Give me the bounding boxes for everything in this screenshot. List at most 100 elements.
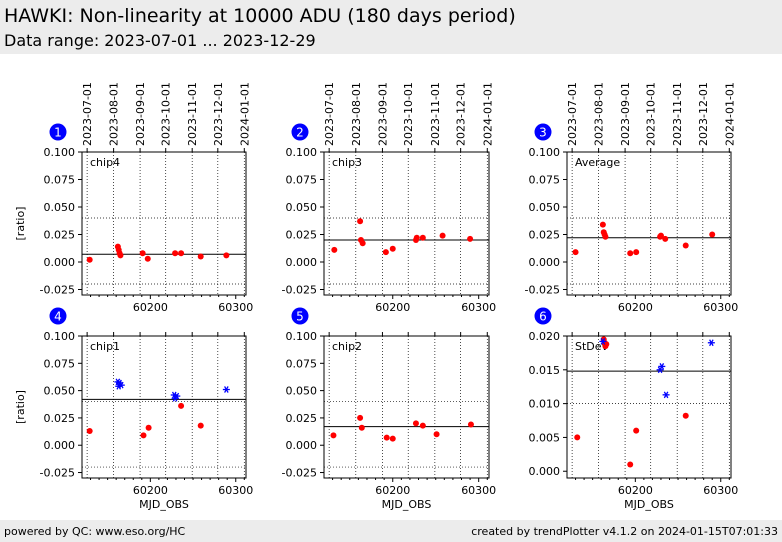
data-point [389, 435, 396, 442]
panel-label: chip4 [90, 156, 120, 169]
data-point [433, 431, 440, 438]
panel-number-badge [49, 307, 67, 325]
data-point [331, 246, 338, 253]
trend-chart: -0.025 0.000 0.025 0.050 0.075 0.100 60200 6030… [14, 82, 738, 511]
panel-frame [566, 335, 732, 479]
panel-label: chip3 [332, 156, 362, 169]
y-tick-label: 0.025 [44, 229, 76, 242]
panel-number: 1 [54, 126, 62, 140]
date-tick-label: 2023-07-01 [81, 82, 94, 146]
outlier-stroke [709, 339, 714, 347]
date-tick-label: 2023-08-01 [108, 82, 121, 146]
y-tick-label: 0.050 [286, 201, 318, 214]
data-point [657, 232, 664, 239]
date-tick-label: 2023-09-01 [376, 82, 389, 146]
data-point [117, 252, 124, 259]
y-tick-label: 0.050 [44, 385, 76, 398]
y-tick-label: 0.015 [529, 364, 561, 377]
data-point [439, 232, 446, 239]
panel-number: 6 [539, 310, 547, 324]
data-point [197, 253, 204, 260]
x-tick-label: 60200 [133, 484, 168, 497]
outlier-stroke [600, 338, 606, 345]
panel-number: 4 [54, 310, 62, 324]
y-tick-label: 0.025 [286, 229, 318, 242]
date-tick-label: 2023-09-01 [619, 82, 632, 146]
y-tick-label: 0.005 [529, 431, 561, 444]
y-tick-label: 0.100 [529, 146, 561, 159]
date-tick-label: 2023-08-01 [593, 82, 606, 146]
date-tick-label: 2023-12-01 [697, 82, 710, 146]
panel-label: Average [575, 156, 620, 169]
panel-number-badge [534, 123, 552, 141]
data-point [603, 341, 610, 348]
y-tick-label: 0.025 [44, 412, 76, 425]
outlier-point [658, 363, 666, 370]
data-point [572, 249, 579, 256]
y-tick-label: 0.075 [286, 357, 318, 370]
x-tick-label: 60300 [703, 484, 738, 497]
data-point [330, 432, 337, 439]
data-point [709, 231, 716, 238]
y-tick-label: -0.025 [40, 467, 75, 480]
y-tick-label: 0.025 [529, 229, 561, 242]
y-tick-label: 0.100 [286, 146, 318, 159]
data-point [140, 432, 147, 439]
y-tick-label: 0.100 [44, 146, 76, 159]
data-point [599, 221, 606, 228]
x-tick-label: 60300 [461, 484, 496, 497]
panel-1: -0.025 0.000 0.025 0.050 0.075 0.100 60200 6030… [14, 82, 253, 314]
data-point [359, 240, 366, 247]
x-tick-label: 60200 [133, 301, 168, 314]
y-tick-label: 0.050 [529, 201, 561, 214]
data-point [389, 245, 396, 252]
data-point [86, 256, 93, 263]
date-tick-label: 2023-10-01 [645, 82, 658, 146]
y-tick-label: 0.000 [44, 439, 76, 452]
page-header: HAWKI: Non-linearity at 10000 ADU (180 d… [0, 0, 782, 54]
panel-number-badge [534, 307, 552, 325]
data-point [139, 250, 146, 257]
x-tick-label: 60300 [703, 301, 738, 314]
data-point [178, 250, 185, 257]
y-tick-label: -0.025 [525, 284, 560, 297]
y-tick-label: 0.075 [44, 357, 76, 370]
x-tick-label: 60200 [375, 484, 410, 497]
x-tick-label: 60200 [375, 301, 410, 314]
y-tick-label: 0.000 [44, 256, 76, 269]
data-point [602, 233, 609, 240]
page-footer: powered by QC: www.eso.org/HC created by… [0, 520, 782, 542]
date-tick-label: 2023-10-01 [160, 82, 173, 146]
panel-number: 5 [296, 310, 304, 324]
data-point [627, 250, 634, 257]
panel-2: -0.025 0.000 0.025 0.050 0.075 0.100 60200 6030… [282, 82, 497, 314]
data-point [682, 242, 689, 249]
x-tick-label: 60200 [618, 484, 653, 497]
date-tick-label: 2023-07-01 [566, 82, 579, 146]
date-tick-label: 2024-01-01 [238, 82, 251, 146]
data-point [412, 420, 419, 427]
panel-5: -0.025 0.000 0.025 0.050 0.075 0.100 60200 6030… [282, 307, 496, 511]
date-tick-label: 2023-12-01 [455, 82, 468, 146]
data-point [145, 424, 152, 431]
x-tick-label: 60300 [461, 301, 496, 314]
date-tick-label: 2023-09-01 [134, 82, 147, 146]
panel-frame [566, 151, 732, 296]
x-axis-label: MJD_OBS [139, 498, 189, 511]
outlier-point [117, 381, 125, 389]
date-tick-label: 2024-01-01 [723, 82, 736, 146]
y-tick-label: 0.100 [44, 330, 76, 343]
date-tick-label: 2023-11-01 [186, 82, 199, 146]
data-point [144, 255, 151, 262]
date-tick-label: 2023-08-01 [350, 82, 363, 146]
data-point [357, 218, 364, 225]
y-axis-label: [ratio] [14, 390, 27, 424]
outlier-stroke [224, 386, 229, 393]
data-point [383, 434, 390, 441]
data-point [419, 234, 426, 241]
y-tick-label: 0.050 [44, 201, 76, 214]
outlier-point [222, 386, 230, 393]
data-point [172, 250, 179, 257]
x-tick-label: 60300 [218, 301, 253, 314]
page-title: HAWKI: Non-linearity at 10000 ADU (180 d… [4, 5, 516, 27]
